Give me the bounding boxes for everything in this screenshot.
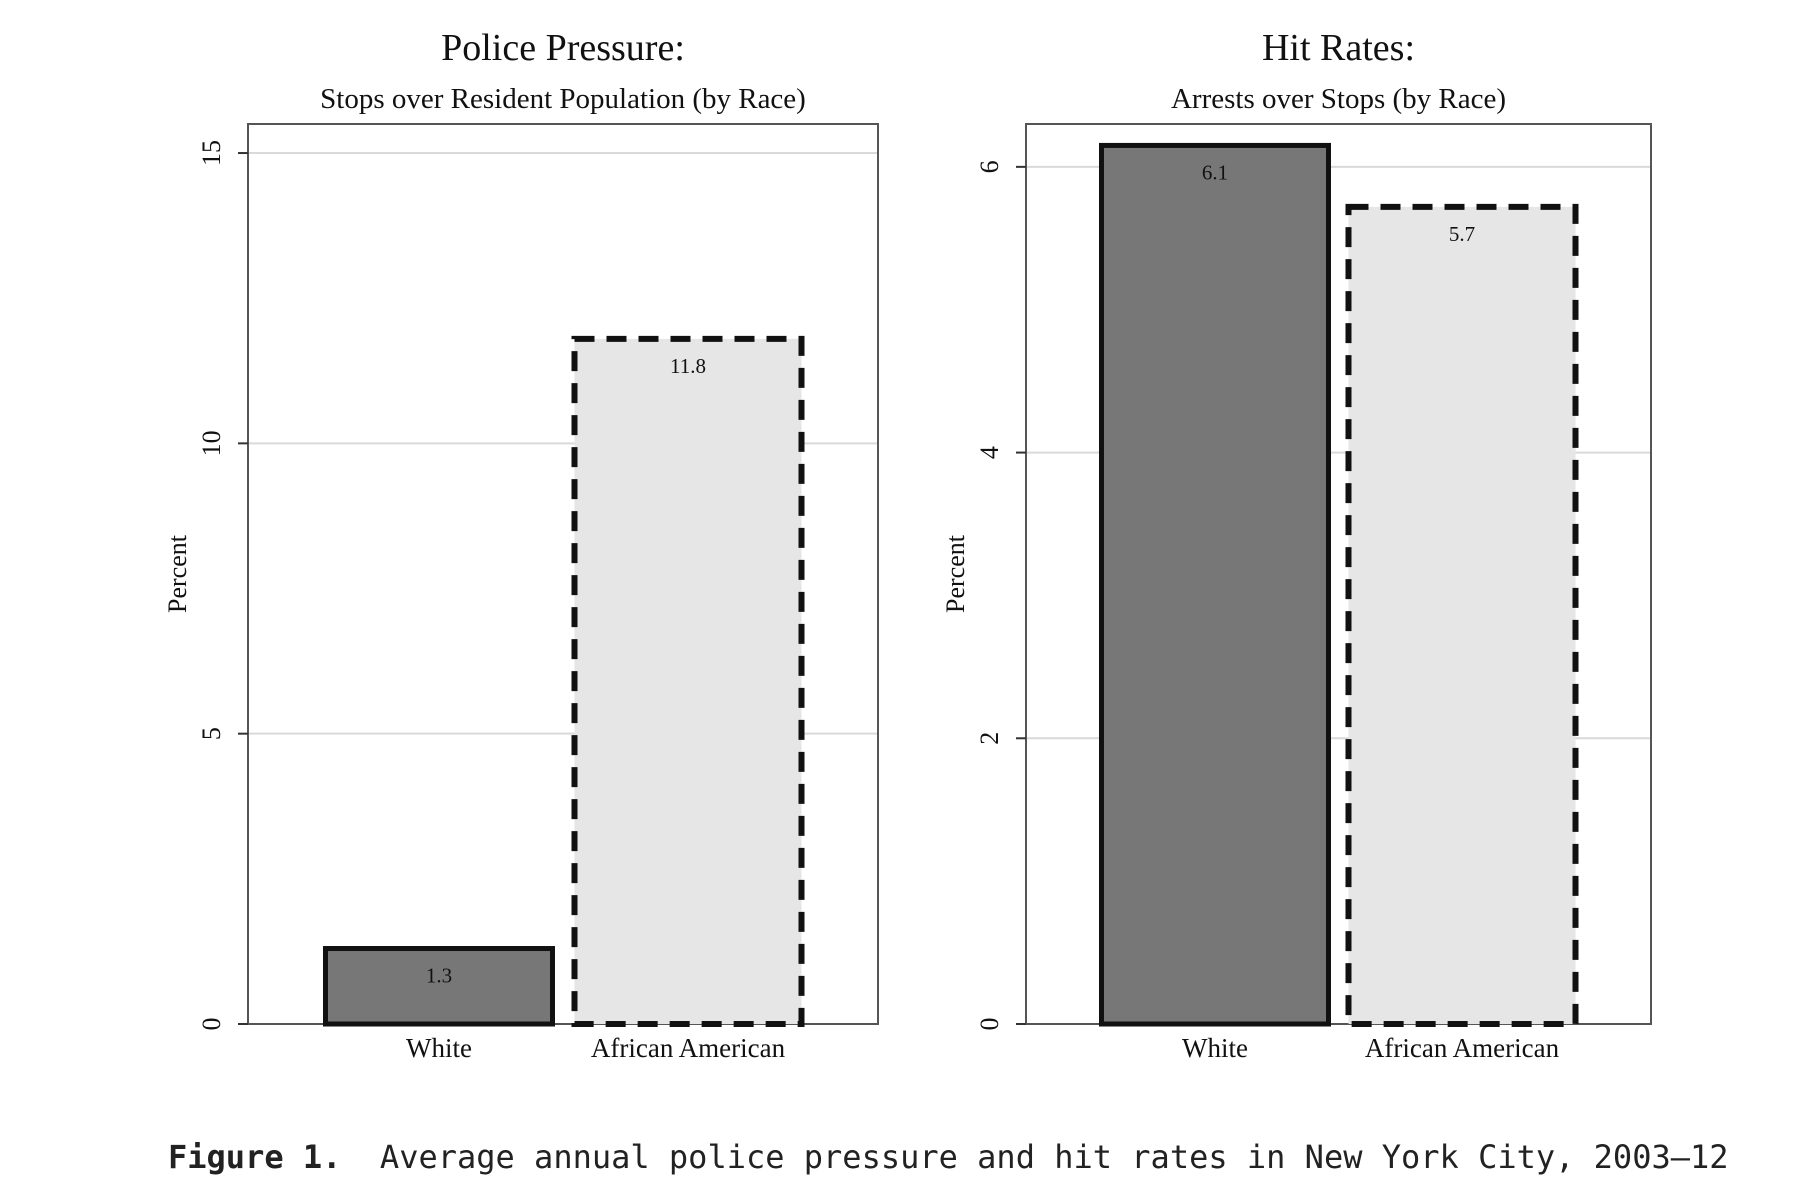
- caption-text: Average annual police pressure and hit r…: [379, 1138, 1729, 1176]
- y-tick-label: 10: [197, 430, 226, 456]
- bar-african-american: [1345, 203, 1579, 1028]
- x-category-label: African American: [591, 1033, 786, 1063]
- x-category-label: White: [1182, 1033, 1248, 1063]
- caption-label: Figure 1.: [168, 1138, 342, 1176]
- y-tick-label: 6: [975, 160, 1004, 173]
- y-tick-label: 0: [975, 1018, 1004, 1031]
- y-tick-label: 5: [197, 727, 226, 740]
- chart-panel-1: Police Pressure: Stops over Resident Popu…: [163, 27, 879, 1063]
- chart-panel-2: Hit Rates: Arrests over Stops (by Race) 0 2…: [941, 27, 1652, 1063]
- bar-white: [1099, 142, 1331, 1027]
- y-axis-label: Percent: [941, 534, 970, 613]
- x-category-label: White: [406, 1033, 472, 1063]
- chart-subtitle: Stops over Resident Population (by Race): [320, 83, 806, 115]
- plot-frame: [1025, 123, 1652, 1025]
- y-axis-label: Percent: [163, 534, 192, 613]
- y-tick-label: 2: [975, 732, 1004, 745]
- figure-caption: Figure 1. Average annual police pressure…: [168, 1138, 1729, 1176]
- y-tick-label: 15: [197, 140, 226, 166]
- data-label: 11.8: [670, 354, 706, 378]
- chart-title: Hit Rates:: [1262, 27, 1415, 69]
- y-tick-label: 0: [197, 1018, 226, 1031]
- data-label: 5.7: [1449, 222, 1475, 246]
- data-label: 1.3: [426, 964, 452, 988]
- x-category-label: African American: [1365, 1033, 1560, 1063]
- bar-white: [323, 946, 555, 1027]
- bar-african-american: [571, 335, 805, 1028]
- chart-subtitle: Arrests over Stops (by Race): [1171, 83, 1506, 115]
- plot-frame: [247, 123, 879, 1025]
- chart-title: Police Pressure:: [441, 27, 685, 69]
- y-tick-label: 4: [975, 446, 1004, 459]
- data-label: 6.1: [1202, 160, 1228, 184]
